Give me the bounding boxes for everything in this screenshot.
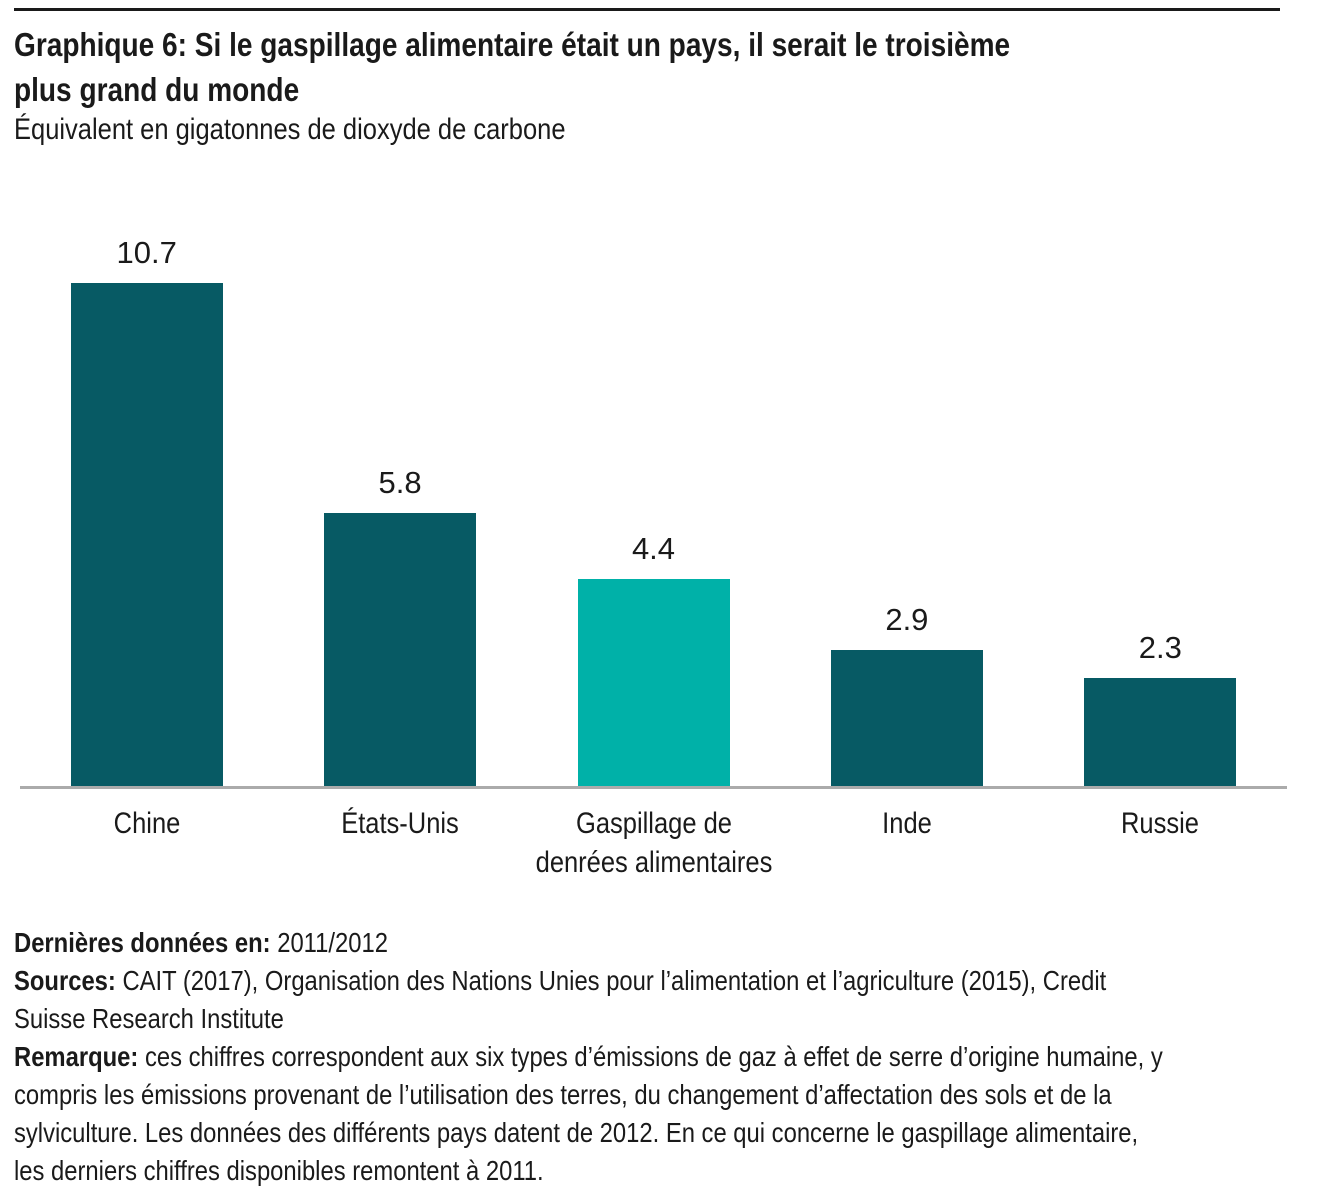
footnote-label: Remarque: <box>14 1041 139 1072</box>
footnotes: Dernières données en: 2011/2012 Sources:… <box>14 924 1323 1190</box>
bar-5 <box>1084 678 1237 788</box>
bar-value-label: 4.4 <box>631 531 676 566</box>
footnote-label: Sources: <box>14 965 116 996</box>
bar-4 <box>830 650 983 788</box>
category-label: Chine <box>113 807 181 840</box>
bar-value-label: 5.8 <box>378 465 422 500</box>
footnote-remark: Remarque: ces chiffres correspondent aux… <box>14 1038 1323 1190</box>
bar-value-label: 2.9 <box>885 602 929 637</box>
footnote-text: 2011/2012 <box>270 927 388 958</box>
footnote-text: CAIT (2017), Organisation des Nations Un… <box>14 965 1107 1034</box>
x-axis-line <box>20 786 1287 789</box>
bar-3 <box>577 579 730 788</box>
bar-value-label: 2.3 <box>1138 630 1182 665</box>
category-label: Russie <box>1121 807 1200 840</box>
chart-subtitle: Équivalent en gigatonnes de dioxyde de c… <box>14 113 566 146</box>
footnote-latest-data: Dernières données en: 2011/2012 <box>14 924 1323 962</box>
bar-value-label: 10.7 <box>116 235 177 270</box>
category-label: Gaspillage de denrées alimentaires <box>535 807 772 879</box>
footnote-sources: Sources: CAIT (2017), Organisation des N… <box>14 962 1323 1038</box>
footnote-label: Dernières données en: <box>14 927 271 958</box>
chart-title: Graphique 6: Si le gaspillage alimentair… <box>14 26 1011 108</box>
category-label: États-Unis <box>341 807 459 840</box>
bar-2 <box>324 513 477 788</box>
footnote-text: ces chiffres correspondent aux six types… <box>14 1041 1163 1186</box>
top-rule <box>14 8 1280 11</box>
bar-1 <box>70 283 223 788</box>
bar-chart: 10.7 Chine 5.8 États-Unis 4.4 Gaspillage de d… <box>20 230 1287 890</box>
category-label: Inde <box>882 807 932 840</box>
